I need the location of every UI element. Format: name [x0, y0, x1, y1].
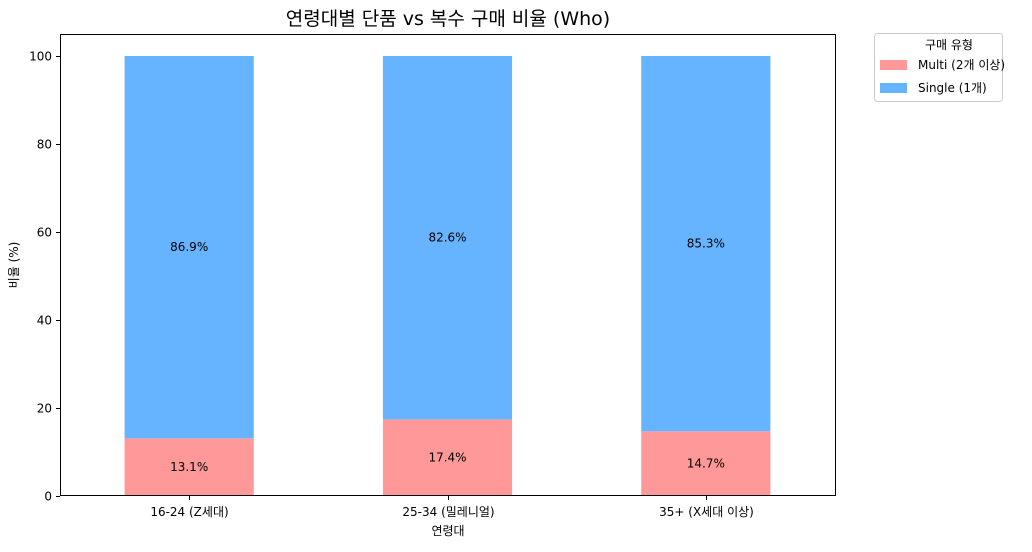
data-labels-layer: 13.1% 86.9% 17.4% 82.6% 14.7% 85.3% [170, 231, 725, 474]
x-axis-title: 연령대 [431, 524, 464, 538]
data-label: 82.6% [428, 231, 466, 245]
bar-segment-single [641, 56, 771, 432]
data-label: 17.4% [428, 451, 466, 465]
x-tick-label: 35+ (X세대 이상) [659, 505, 754, 519]
x-axis: 16-24 (Z세대) 25-34 (밀레니얼) 35+ (X세대 이상) [150, 496, 754, 519]
y-tick-label: 80 [37, 138, 52, 152]
bar-segment-multi [382, 419, 513, 496]
bar-segment-single [382, 56, 513, 420]
legend-label: Multi (2개 이상) [918, 58, 1005, 72]
plot-frame [60, 34, 836, 496]
legend-label: Single (1개) [918, 81, 987, 95]
legend-swatch [880, 83, 907, 93]
bar-segment-single [124, 56, 254, 439]
bar-segment-multi [641, 431, 771, 496]
y-tick-label: 40 [37, 314, 52, 328]
y-tick-label: 60 [37, 226, 52, 240]
chart-title: 연령대별 단품 vs 복수 구매 비율 (Who) [286, 8, 610, 30]
x-tick-label: 25-34 (밀레니얼) [402, 505, 494, 519]
bar-segment-multi [124, 438, 254, 496]
y-tick-label: 0 [44, 490, 52, 504]
legend-items: Multi (2개 이상) Single (1개) [880, 58, 1005, 95]
data-label: 86.9% [170, 240, 208, 254]
legend-title: 구매 유형 [925, 38, 973, 52]
y-tick-label: 20 [37, 402, 52, 416]
y-axis: 0 20 40 60 80 100 [29, 50, 60, 504]
data-label: 85.3% [687, 237, 725, 251]
y-axis-title: 비율 (%) [7, 242, 21, 289]
x-tick-label: 16-24 (Z세대) [150, 505, 228, 519]
bars-layer [124, 56, 771, 496]
data-label: 13.1% [170, 460, 208, 474]
legend-swatch [880, 60, 907, 70]
data-label: 14.7% [687, 457, 725, 471]
legend: 구매 유형 Multi (2개 이상) Single (1개) [874, 33, 1005, 102]
y-tick-label: 100 [29, 50, 52, 64]
